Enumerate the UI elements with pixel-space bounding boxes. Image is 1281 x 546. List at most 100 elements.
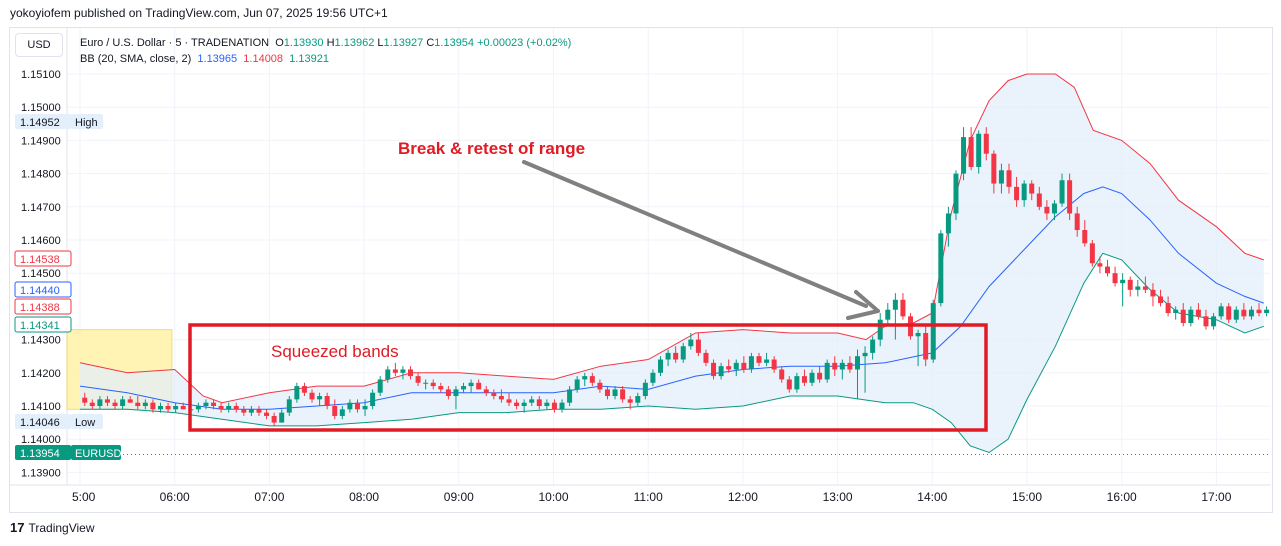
candle-body [157, 406, 163, 410]
candle-body [1150, 289, 1156, 297]
footer-brand: TradingView [28, 520, 95, 535]
candle-body [203, 402, 209, 406]
candle-body [726, 366, 732, 370]
candle-body [673, 352, 679, 360]
candle-body [756, 356, 762, 363]
bollinger-bands [79, 73, 1264, 454]
candle-body [923, 332, 929, 360]
candle-body [612, 389, 618, 397]
candle-body [567, 389, 573, 403]
candle-body [748, 356, 754, 370]
candle-body [165, 406, 171, 410]
candle-body [445, 389, 451, 397]
y-tick-label: 1.15000 [21, 102, 61, 114]
candle-body [514, 402, 520, 406]
price-label-tag: High [75, 117, 98, 129]
candle-body [824, 362, 830, 380]
legend-high: 1.13962 [334, 37, 375, 49]
y-tick-label: 1.13900 [21, 467, 61, 479]
candle-body [438, 386, 444, 390]
candle-body [385, 369, 391, 380]
candle-body [286, 399, 292, 413]
candle-body [741, 362, 747, 370]
tradingview-logo-icon: 17 [10, 520, 25, 535]
candle-body [1158, 296, 1164, 304]
candle-body [703, 352, 709, 363]
price-label-tag-box [71, 414, 103, 429]
price-label-value: 1.14388 [20, 302, 60, 314]
candle-body [211, 402, 217, 406]
price-label-value: 1.14046 [20, 417, 60, 429]
price-label-tag-box [71, 114, 103, 129]
candle-body [635, 396, 641, 403]
candle-body [339, 409, 345, 416]
candle-body [1044, 206, 1050, 214]
price-label-value: 1.14538 [20, 254, 60, 266]
publisher-line: yokoyiofem published on TradingView.com,… [10, 6, 388, 20]
candle-body [900, 299, 906, 317]
candle-body [877, 319, 883, 340]
squeeze-box [188, 323, 988, 432]
candle-body [294, 386, 300, 400]
candle-body [1248, 309, 1254, 317]
candle-body [1029, 183, 1035, 194]
candle-body [491, 392, 497, 397]
candle-body [983, 133, 989, 154]
candle-body [1165, 303, 1171, 314]
legend-low: 1.13927 [383, 37, 424, 49]
candle-body [408, 369, 414, 377]
footer: 17 TradingView [10, 520, 95, 535]
x-tick-label: 13:00 [823, 490, 853, 504]
candle-body [854, 356, 860, 370]
arrow-shaft [522, 160, 868, 308]
candle-body [711, 362, 717, 377]
candle-body [801, 376, 807, 383]
price-label-box [15, 414, 71, 429]
candle-body [233, 406, 239, 410]
candle-body [173, 406, 179, 410]
candle-body [1051, 203, 1057, 214]
x-tick-label: 5:00 [72, 490, 96, 504]
candle-body [1067, 180, 1073, 214]
candles [67, 127, 1270, 455]
price-label-box [15, 445, 71, 460]
price-label-tag: Low [75, 417, 95, 429]
x-tick-label: 15:00 [1012, 490, 1042, 504]
legend-bb-row: BB (20, SMA, close, 2) 1.13965 1.14008 1… [80, 51, 571, 67]
candle-body [104, 399, 110, 403]
candle-body [976, 133, 982, 167]
arrow-head [846, 290, 880, 320]
x-tick-label: 08:00 [349, 490, 379, 504]
candle-body [248, 409, 254, 413]
candle-body [650, 372, 656, 383]
candle-body [529, 399, 535, 403]
candle-body [347, 402, 353, 410]
candle-body [961, 137, 967, 174]
candle-body [680, 346, 686, 360]
candle-body [1104, 266, 1110, 274]
candle-body [301, 386, 307, 393]
candle-body [120, 399, 126, 406]
candle-body [309, 392, 315, 400]
candle-body [665, 352, 671, 360]
x-tick-label: 10:00 [538, 490, 568, 504]
legend-bb-basis: 1.13965 [197, 53, 238, 65]
candle-body [400, 369, 406, 373]
bb-basis-line [79, 186, 1264, 410]
candle-body [1241, 309, 1247, 317]
price-label-box [15, 114, 71, 129]
price-labels: 1.14952 High 1.14538 1.14440 1.14388 1.14341 1… [14, 114, 122, 460]
candle-body [627, 399, 633, 403]
candle-body [786, 379, 792, 390]
candle-body [718, 366, 724, 377]
candle-body [226, 406, 232, 410]
currency-button[interactable]: USD [15, 33, 63, 57]
candle-body [968, 137, 974, 167]
legend-change: +0.00023 (+0.02%) [477, 37, 572, 49]
y-tick-label: 1.14100 [21, 401, 61, 413]
breakout-label: Break & retest of range [398, 139, 585, 158]
candle-body [862, 352, 868, 357]
candle-body [256, 409, 262, 413]
candle-body [1021, 183, 1027, 201]
